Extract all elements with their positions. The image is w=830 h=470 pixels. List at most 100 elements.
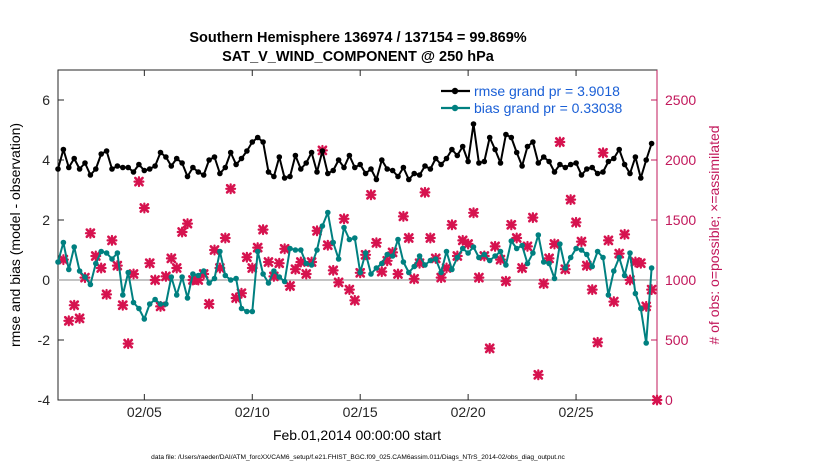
rmse-point	[470, 121, 477, 127]
bias-point	[459, 245, 466, 252]
bias-point	[319, 223, 326, 229]
rmse-point	[486, 134, 493, 141]
rmse-point	[546, 158, 552, 165]
obs-point	[435, 272, 447, 284]
legend-bias-label: bias grand pr = 0.33038	[474, 100, 622, 116]
bias-point	[281, 278, 288, 285]
x-tick-label: 02/25	[559, 404, 594, 420]
rmse-point	[594, 170, 601, 177]
bias-point	[481, 251, 488, 258]
bias-point	[211, 275, 218, 282]
bias-point	[173, 292, 180, 298]
obs-point	[511, 232, 523, 244]
bias-point	[400, 259, 407, 265]
rmse-point	[357, 161, 364, 168]
bias-point	[130, 299, 137, 306]
bias-point	[346, 236, 353, 243]
bias-point	[314, 247, 320, 253]
obs-point	[133, 176, 145, 188]
bias-point	[55, 259, 61, 265]
bias-point	[449, 266, 455, 273]
bias-point	[465, 250, 471, 256]
rmse-point	[281, 175, 288, 181]
rmse-point	[130, 169, 137, 175]
bias-point	[605, 292, 612, 298]
rmse-point	[238, 155, 245, 162]
rmse-point	[217, 170, 223, 177]
obs-point	[300, 268, 312, 280]
chart-title-line1: Southern Hemisphere 136974 / 137154 = 99…	[189, 30, 526, 46]
rmse-point	[125, 164, 131, 171]
bias-point	[200, 268, 207, 274]
obs-point	[176, 226, 188, 238]
bias-point	[627, 250, 633, 256]
bias-point	[244, 308, 250, 315]
rmse-point	[427, 166, 434, 172]
bias-point	[551, 275, 558, 282]
bias-point	[557, 241, 563, 247]
bias-point	[535, 232, 542, 238]
obs-point	[635, 257, 647, 269]
obs-point	[273, 257, 285, 269]
rmse-point	[335, 157, 342, 163]
rmse-point	[141, 167, 148, 174]
bias-point	[233, 275, 239, 282]
obs-point	[468, 207, 480, 219]
bias-point	[589, 263, 595, 270]
rmse-point	[513, 149, 520, 156]
obs-point	[592, 336, 604, 348]
bias-point	[357, 269, 364, 276]
rmse-point	[643, 157, 649, 163]
rmse-point	[497, 160, 504, 166]
bias-point	[395, 236, 401, 243]
y-right-tick-label: 2000	[665, 152, 696, 168]
rmse-point	[82, 160, 88, 166]
bias-point	[303, 260, 310, 267]
rmse-point	[66, 164, 72, 171]
rmse-point	[271, 173, 277, 180]
bias-point	[540, 259, 547, 265]
bias-point	[93, 260, 99, 267]
obs-point	[349, 294, 361, 306]
obs-point	[527, 212, 539, 224]
rmse-point	[368, 166, 374, 172]
bias-point	[427, 257, 434, 264]
bias-point	[492, 253, 498, 259]
y-right-tick-label: 0	[665, 392, 673, 408]
bias-point	[406, 269, 412, 276]
obs-point	[505, 219, 517, 231]
rmse-point	[195, 169, 202, 175]
obs-point	[111, 260, 123, 272]
axis-ticks: 02/05 02/10 02/15 02/20 02/25 -4 -2 0 2 4 6 0 500 100…	[38, 70, 696, 420]
rmse-point	[540, 154, 547, 160]
obs-point	[441, 262, 453, 274]
obs-point	[370, 237, 382, 249]
bias-point	[389, 253, 396, 259]
obs-point	[74, 312, 86, 324]
rmse-point	[98, 151, 104, 157]
x-tick-label: 02/15	[343, 404, 378, 420]
bias-point	[222, 272, 229, 279]
obs-point	[343, 284, 355, 296]
rmse-point	[103, 148, 110, 154]
rmse-point	[584, 166, 590, 172]
bias-point	[524, 260, 531, 267]
obs-point	[246, 262, 258, 274]
obs-point	[63, 315, 75, 327]
rmse-point	[346, 152, 353, 159]
rmse-point	[114, 163, 121, 169]
rmse-point	[454, 152, 461, 159]
rmse-point	[632, 154, 639, 160]
obs-point	[462, 238, 474, 250]
y-right-tick-label: 1000	[665, 272, 696, 288]
rmse-point	[449, 146, 455, 153]
x-tick-label: 02/10	[235, 404, 270, 420]
rmse-point	[352, 164, 358, 171]
bias-point	[454, 254, 461, 261]
bias-point	[163, 301, 169, 307]
obs-point	[397, 210, 409, 222]
rmse-point	[55, 166, 61, 172]
obs-point	[68, 299, 80, 311]
y-left-tick-label: -4	[38, 392, 51, 408]
rmse-point	[146, 166, 153, 172]
